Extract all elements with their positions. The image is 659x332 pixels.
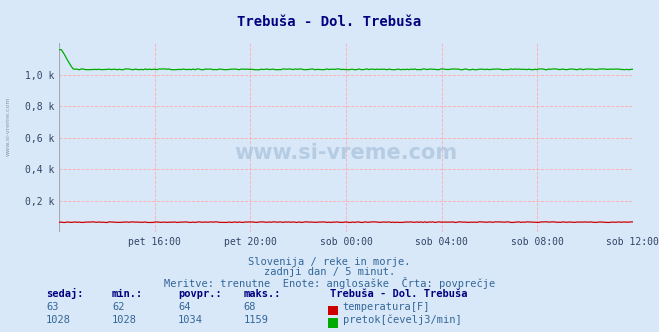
Text: zadnji dan / 5 minut.: zadnji dan / 5 minut. [264, 267, 395, 277]
Text: www.si-vreme.com: www.si-vreme.com [5, 96, 11, 156]
Text: 1034: 1034 [178, 315, 203, 325]
Text: min.:: min.: [112, 289, 143, 299]
Text: 1159: 1159 [244, 315, 269, 325]
Text: 63: 63 [46, 302, 59, 312]
Text: Slovenija / reke in morje.: Slovenija / reke in morje. [248, 257, 411, 267]
Text: sedaj:: sedaj: [46, 288, 84, 299]
Text: www.si-vreme.com: www.si-vreme.com [235, 143, 457, 163]
Text: pretok[čevelj3/min]: pretok[čevelj3/min] [343, 314, 461, 325]
Text: povpr.:: povpr.: [178, 289, 221, 299]
Text: Trebuša - Dol. Trebuša: Trebuša - Dol. Trebuša [237, 15, 422, 29]
Text: 64: 64 [178, 302, 190, 312]
Text: 68: 68 [244, 302, 256, 312]
Text: Trebuša - Dol. Trebuša: Trebuša - Dol. Trebuša [330, 289, 467, 299]
Text: 1028: 1028 [112, 315, 137, 325]
Text: temperatura[F]: temperatura[F] [343, 302, 430, 312]
Text: Meritve: trenutne  Enote: anglosaške  Črta: povprečje: Meritve: trenutne Enote: anglosaške Črta… [164, 277, 495, 289]
Text: 1028: 1028 [46, 315, 71, 325]
Text: 62: 62 [112, 302, 125, 312]
Text: maks.:: maks.: [244, 289, 281, 299]
